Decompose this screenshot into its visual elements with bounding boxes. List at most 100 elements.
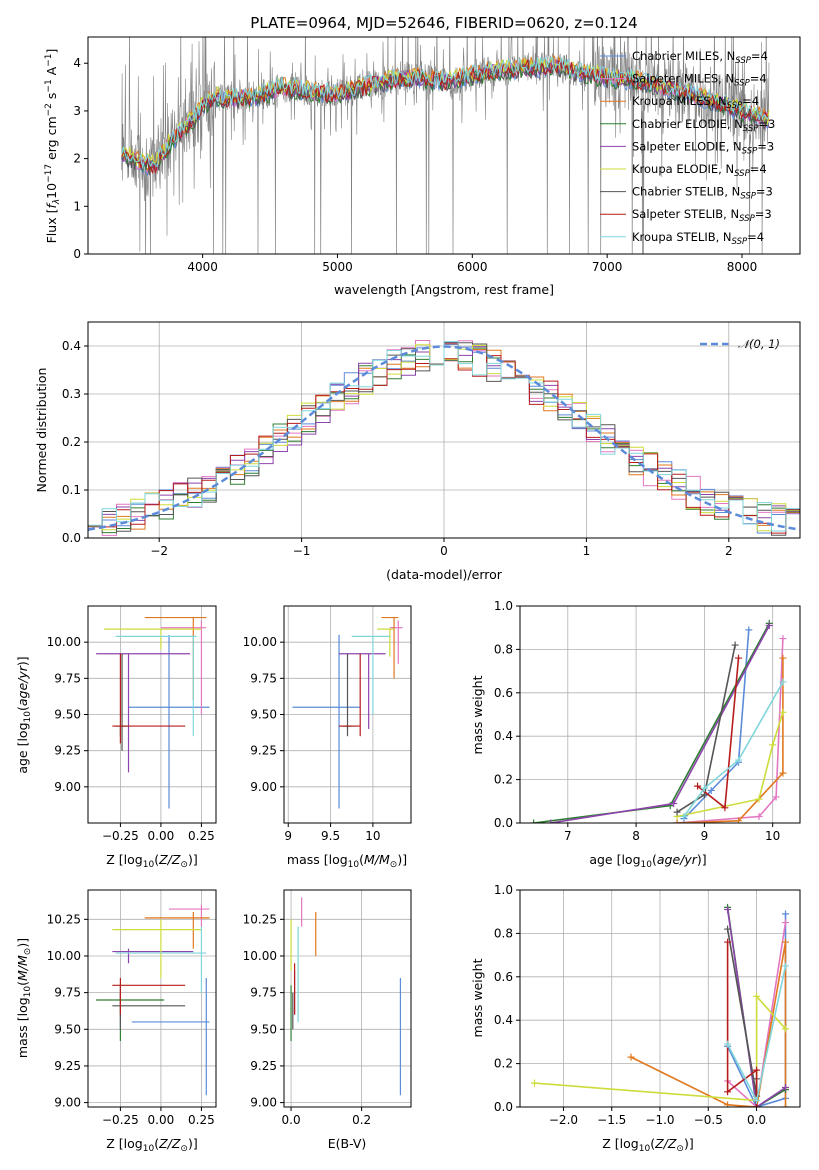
weight_vs_age-axes	[520, 605, 800, 824]
weight_vs_Z-ytick-label: 0.4	[494, 1013, 513, 1027]
spectrum-ylabel: Flux [fλ10−17 erg cm−2 s−1 A−1]	[44, 49, 62, 244]
weight_vs_Z-plot-area	[530, 903, 790, 1107]
mass-weight-marker	[753, 992, 761, 1000]
mass-weight-marker	[724, 925, 732, 933]
figure-title: PLATE=0964, MJD=52646, FIBERID=0620, z=0…	[250, 14, 637, 32]
mass-weight-marker	[724, 906, 732, 914]
mass_vs_Z-xtick-label: 0.00	[148, 1113, 175, 1127]
spectrum-xtick-label: 7000	[592, 260, 623, 274]
mass_vs_Z-ytick-label: 10.00	[47, 949, 81, 963]
spectrum-ytick-label: 3	[73, 104, 81, 118]
weight_vs_Z-xtick-label: 0.0	[747, 1113, 766, 1127]
mass-weight-marker	[530, 819, 538, 823]
age_vs_mass-axes	[284, 606, 411, 823]
mass-weight-marker	[731, 641, 739, 649]
legend-label: Kroupa MILES, NSSP=4	[632, 94, 759, 111]
spectrum-xtick-label: 6000	[457, 260, 488, 274]
mass-weight-marker	[779, 635, 787, 643]
wZ-ylabel: mass weight	[470, 958, 485, 1037]
spectrum-axes	[121, 37, 770, 254]
mass-weight-line	[726, 942, 758, 1107]
mass-weight-line	[550, 625, 771, 823]
mass-weight-line	[534, 994, 787, 1102]
mass-weight-marker	[753, 1066, 761, 1074]
age_vs_mass-xtick-label: 9	[284, 829, 292, 843]
spectrum-ytick-label: 1	[73, 199, 81, 213]
age_vs_Z-ytick-label: 9.00	[54, 780, 81, 794]
weight_vs_age-ytick-label: 0.8	[494, 642, 513, 656]
massEBV-xlabel: E(B-V)	[328, 1136, 367, 1151]
mass-weight-marker	[753, 1096, 761, 1104]
weight_vs_age-xtick-label: 10	[765, 829, 780, 843]
mass-weight-marker	[547, 819, 555, 823]
massZ-ylabel: mass [log10(M/M⊙)]	[15, 938, 33, 1058]
weight_vs_Z-xtick-label: −2.0	[549, 1113, 578, 1127]
mass-weight-line	[683, 629, 750, 820]
mass-weight-marker	[724, 1040, 732, 1048]
mass_vs_Z-ytick-label: 9.00	[54, 1096, 81, 1110]
spectrum-legend: Chabrier MILES, NSSP=4 Salpeter MILES, NS…	[600, 49, 775, 247]
panel-spectrum: wavelength [Angstrom, rest frame] Flux […	[44, 49, 554, 297]
residuals-ytick-label: 0.3	[62, 387, 81, 401]
mass-weight-marker	[772, 793, 780, 801]
weight_vs_Z-axes	[520, 889, 800, 1108]
weight_vs_Z-xtick-label: −1.5	[597, 1113, 626, 1127]
spectrum-xtick-label: 5000	[322, 260, 353, 274]
mass-weight-marker	[755, 812, 763, 820]
weight_vs_age-ytick-label: 0.6	[494, 686, 513, 700]
wAge-xlabel: age [log10(age/yr)]	[589, 852, 706, 870]
residuals-ytick-label: 0.1	[62, 483, 81, 497]
spectrum-ytick-label: 0	[73, 247, 81, 261]
weight_vs_Z-ytick-label: 0.8	[494, 926, 513, 940]
mass-weight-marker	[779, 678, 787, 686]
mass_vs_EBV-axes	[284, 890, 411, 1107]
age_vs_Z-xtick-label: 0.00	[148, 829, 175, 843]
weight_vs_age-ytick-label: 0.2	[494, 773, 513, 787]
residuals-ylabel: Normed distribution	[34, 368, 49, 493]
mass-weight-marker	[735, 654, 743, 662]
mass-weight-line	[726, 909, 786, 1107]
mass_vs_EBV-ytick-label: 9.75	[250, 986, 277, 1000]
mass_vs_Z-xtick-label: −0.25	[102, 1113, 139, 1127]
weight_vs_age-frame	[519, 605, 801, 824]
mass_vs_Z-ytick-label: 9.25	[54, 1059, 81, 1073]
residuals-ytick-label: 0.4	[62, 339, 81, 353]
mass-weight-marker	[782, 1083, 790, 1091]
age_vs_Z-xtick-label: −0.25	[102, 829, 139, 843]
weight_vs_Z-ytick-label: 0.2	[494, 1057, 513, 1071]
weight_vs_Z-frame-group: −2.0 −1.5 −1.0 −0.5 0.0 0.0 0.2 0.4 0.6 0.8 1.0	[494, 883, 801, 1127]
wZ-xlabel: Z [log10(Z/Z⊙)]	[602, 1136, 693, 1154]
panel-weight-vs-age: age [log10(age/yr)] mass weight	[470, 675, 707, 870]
age_vs_Z-ytick-label: 9.75	[54, 671, 81, 685]
panel-mass-vs-Z: Z [log10(Z/Z⊙)] mass [log10(M/M⊙)]	[15, 938, 198, 1154]
panel-residuals: (data-model)/error Normed distribution 𝒩…	[34, 337, 780, 582]
weight_vs_age-ytick-label: 0.4	[494, 729, 513, 743]
mass-weight-marker	[782, 1025, 790, 1033]
age_vs_mass-xtick-label: 9.5	[321, 829, 340, 843]
mass-weight-marker	[735, 756, 743, 764]
mass-weight-marker	[779, 769, 787, 777]
age_vs_mass-ytick-label: 9.75	[250, 671, 277, 685]
mass-weight-marker	[782, 910, 790, 918]
legend-label: Chabrier MILES, NSSP=4	[632, 49, 768, 66]
normal-legend-label: 𝒩(0, 1)	[738, 337, 780, 351]
mass-weight-marker	[769, 741, 777, 749]
residuals-xtick-label: 2	[725, 544, 733, 558]
age_vs_Z-ytick-label: 9.50	[54, 708, 81, 722]
mass_vs_Z-frame-group: −0.25 0.00 0.25 9.00 9.25 9.50 9.75 10.00 10.25	[47, 889, 217, 1127]
wAge-ylabel: mass weight	[470, 675, 485, 754]
mass-weight-line	[677, 658, 784, 823]
residuals-plot-area	[88, 340, 800, 536]
panel-weight-vs-Z: Z [log10(Z/Z⊙)] mass weight	[470, 958, 694, 1154]
age_vs_mass-xtick-label: 10	[365, 829, 380, 843]
mass-weight-marker	[782, 1103, 790, 1107]
mass-weight-marker	[735, 817, 743, 823]
spectrum-xlabel: wavelength [Angstrom, rest frame]	[334, 282, 554, 297]
mass-weight-marker	[782, 962, 790, 970]
spectrum-frame-group: 4000 5000 6000 7000 8000 0 1 2 3 4	[73, 36, 801, 274]
age_vs_mass-ytick-label: 10.00	[243, 635, 277, 649]
weight_vs_age-xtick-label: 7	[564, 829, 572, 843]
panel-age-vs-mass: mass [log10(M/M⊙)]	[287, 852, 407, 870]
age_vs_Z-xtick-label: 0.25	[188, 829, 215, 843]
